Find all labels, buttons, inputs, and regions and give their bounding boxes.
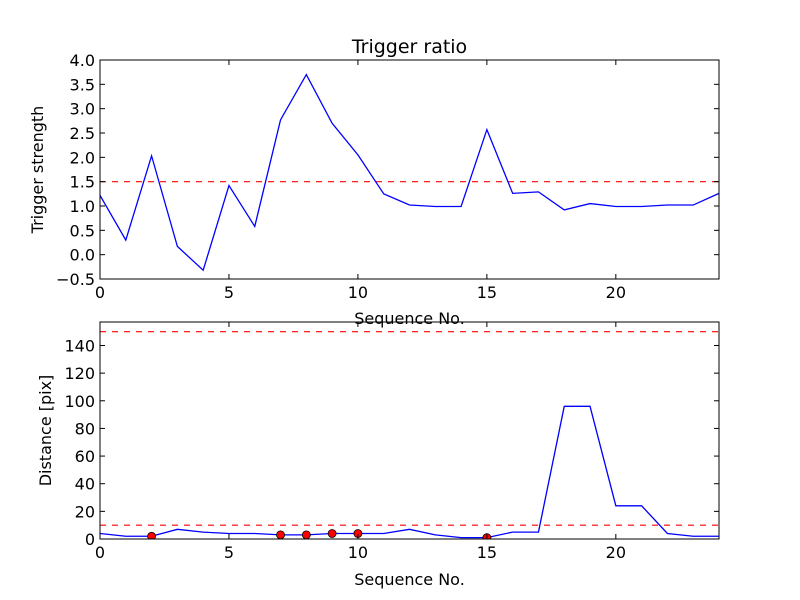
distance-marker-point — [327, 529, 337, 538]
trigger-ratio-xtick-label: 20 — [606, 283, 626, 302]
trigger-ratio-series-line-0 — [100, 73, 719, 272]
distance-axes-frame — [99, 321, 720, 540]
distance-series-line-0 — [100, 405, 719, 539]
trigger-ratio-xtick-label: 10 — [348, 283, 368, 302]
trigger-ratio-ytick-label: 0.0 — [70, 246, 95, 265]
trigger-ratio-ytick-label: 1.0 — [70, 197, 95, 216]
distance-marker-point — [147, 531, 156, 539]
distance-ytick-label: 100 — [64, 392, 95, 411]
trigger-ratio-ytick-label: −0.5 — [56, 270, 95, 289]
trigger-ratio-ytick-label: 2.0 — [70, 148, 95, 167]
trigger-ratio-ytick-label: 1.5 — [70, 173, 95, 192]
distance-ytick-label: 80 — [75, 419, 95, 438]
trigger-ratio-ylabel: Trigger strength — [28, 106, 47, 235]
trigger-ratio-plot-content — [100, 73, 719, 272]
trigger-ratio-ytick-label: 4.0 — [70, 51, 95, 70]
distance-xtick-label: 5 — [224, 543, 234, 562]
distance-panel: Sequence No. Distance [pix] 0 5 10 15 20 0 20 4… — [36, 321, 720, 589]
distance-marker-point — [301, 530, 311, 539]
trigger-ratio-xtick-label: 15 — [477, 283, 497, 302]
distance-ytick-label: 120 — [64, 364, 95, 383]
distance-xtick-label: 20 — [606, 543, 626, 562]
distance-ytick-label: 60 — [75, 447, 95, 466]
trigger-ratio-ytick-label: 3.0 — [70, 100, 95, 119]
trigger-ratio-xtick-label: 5 — [224, 283, 234, 302]
distance-ylabel: Distance [pix] — [36, 375, 55, 487]
trigger-ratio-ytick-label: 3.5 — [70, 75, 95, 94]
distance-plot-content — [100, 331, 719, 539]
distance-xtick-label: 0 — [95, 543, 105, 562]
distance-xtick-label: 10 — [348, 543, 368, 562]
trigger-ratio-title: Trigger ratio — [351, 36, 467, 58]
trigger-ratio-ytick-label: 2.5 — [70, 124, 95, 143]
distance-ytick-label: 0 — [85, 530, 95, 549]
trigger-ratio-axes-frame — [99, 59, 720, 280]
distance-ytick-label: 140 — [64, 336, 95, 355]
trigger-ratio-xtick-label: 0 — [95, 283, 105, 302]
distance-marker-point — [276, 530, 285, 539]
distance-ytick-label: 40 — [75, 475, 95, 494]
trigger-ratio-xlabel: Sequence No. — [354, 309, 465, 328]
distance-ytick-label: 20 — [75, 502, 95, 521]
trigger-ratio-panel: Trigger ratio Sequence No. Trigger stren… — [28, 36, 720, 328]
trigger-ratio-ytick-label: 0.5 — [70, 221, 95, 240]
distance-xlabel: Sequence No. — [354, 570, 465, 589]
trigger-ratio-plot-area: 0 5 10 15 20 −0.5 0.0 0.5 1.0 1.5 2.0 2.5 3.0 3.5 4.0 — [56, 51, 720, 302]
distance-xtick-label: 15 — [477, 543, 497, 562]
distance-plot-area: 0 5 10 15 20 0 20 40 60 80 100 120 140 — [64, 321, 720, 562]
